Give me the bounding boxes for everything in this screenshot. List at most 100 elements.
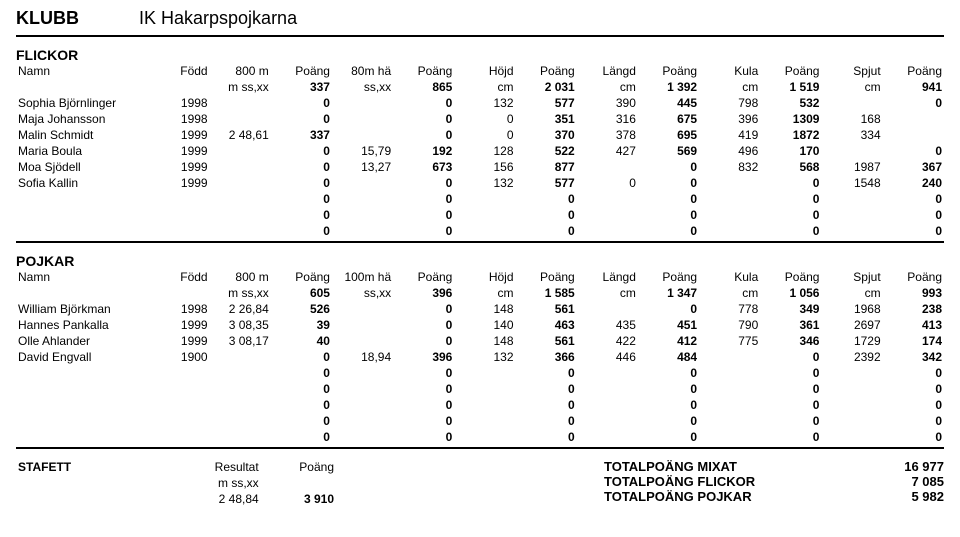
cell: 0 [577, 175, 638, 191]
cell: 0 [393, 95, 454, 111]
cell [577, 301, 638, 317]
cell: 0 [393, 365, 454, 381]
cell: 675 [638, 111, 699, 127]
cell: 0 [271, 111, 332, 127]
cell: 170 [760, 143, 821, 159]
flickor-title: FLICKOR [16, 47, 944, 63]
cell [210, 365, 271, 381]
cell [210, 207, 271, 223]
cell: 342 [883, 349, 944, 365]
cell: 1999 [161, 317, 210, 333]
cell: 0 [760, 381, 821, 397]
pojkar-title: POJKAR [16, 253, 944, 269]
cell: 0 [271, 397, 332, 413]
cell: 775 [699, 333, 760, 349]
cell [210, 159, 271, 175]
cell [161, 397, 210, 413]
cell [332, 175, 393, 191]
col-header: Längd [577, 63, 638, 79]
divider [16, 447, 944, 449]
cell [210, 429, 271, 445]
unit-header: 1 392 [638, 79, 699, 95]
cell: 0 [393, 317, 454, 333]
cell: 577 [516, 95, 577, 111]
cell: 832 [699, 159, 760, 175]
cell [210, 381, 271, 397]
cell: 1999 [161, 333, 210, 349]
cell: 569 [638, 143, 699, 159]
cell [332, 223, 393, 239]
cell [821, 397, 882, 413]
cell: 337 [271, 127, 332, 143]
unit-header [161, 79, 210, 95]
unit-header: 1 519 [760, 79, 821, 95]
cell [883, 111, 944, 127]
cell: 532 [760, 95, 821, 111]
cell: 413 [883, 317, 944, 333]
cell: 0 [393, 191, 454, 207]
cell [454, 397, 515, 413]
col-header: 80m hä [332, 63, 393, 79]
total-mixat-label: TOTALPOÄNG MIXAT [604, 459, 884, 474]
stafett-table: STAFETT Resultat Poäng m ss,xx 2 48,84 3… [16, 459, 336, 507]
table-row: David Engvall1900018,9439613236644648402… [16, 349, 944, 365]
col-header: Namn [16, 269, 161, 285]
stafett-result-label: Resultat [162, 459, 261, 475]
cell: 0 [454, 127, 515, 143]
cell: 0 [271, 175, 332, 191]
cell: 0 [516, 381, 577, 397]
cell: 419 [699, 127, 760, 143]
unit-header [161, 285, 210, 301]
cell [332, 111, 393, 127]
cell: 561 [516, 333, 577, 349]
cell [577, 413, 638, 429]
cell: 40 [271, 333, 332, 349]
cell: 0 [760, 223, 821, 239]
cell [161, 223, 210, 239]
cell: 192 [393, 143, 454, 159]
cell: 390 [577, 95, 638, 111]
cell: 0 [271, 429, 332, 445]
unit-header: 1 056 [760, 285, 821, 301]
total-flickor: 7 085 [884, 474, 944, 489]
table-row: 000000 [16, 381, 944, 397]
col-header: Poäng [271, 269, 332, 285]
stafett-label: STAFETT [16, 459, 162, 475]
cell [577, 207, 638, 223]
table-row: 000000 [16, 365, 944, 381]
cell: 0 [760, 365, 821, 381]
stafett-unit: m ss,xx [162, 475, 261, 491]
cell: 2392 [821, 349, 882, 365]
col-header: Spjut [821, 63, 882, 79]
cell: 0 [271, 413, 332, 429]
cell: 15,79 [332, 143, 393, 159]
divider [16, 241, 944, 243]
cell: 0 [393, 223, 454, 239]
col-header: Poäng [638, 269, 699, 285]
cell: 1999 [161, 175, 210, 191]
cell: 1998 [161, 95, 210, 111]
cell: 361 [760, 317, 821, 333]
cell: 0 [271, 207, 332, 223]
col-header: Poäng [760, 269, 821, 285]
cell: 1998 [161, 301, 210, 317]
cell: 1548 [821, 175, 882, 191]
table-row: Moa Sjödell1999013,276731568770832568198… [16, 159, 944, 175]
cell [161, 413, 210, 429]
cell [16, 381, 161, 397]
cell: 0 [516, 223, 577, 239]
cell [161, 429, 210, 445]
unit-header: 1 347 [638, 285, 699, 301]
cell [332, 365, 393, 381]
cell [16, 397, 161, 413]
unit-header [16, 285, 161, 301]
col-header: Namn [16, 63, 161, 79]
col-header: Kula [699, 63, 760, 79]
cell: 3 08,17 [210, 333, 271, 349]
unit-header: 2 031 [516, 79, 577, 95]
col-header: Poäng [516, 269, 577, 285]
cell [821, 95, 882, 111]
col-header: 100m hä [332, 269, 393, 285]
club-name: IK Hakarpspojkarna [139, 8, 297, 29]
cell: 0 [393, 127, 454, 143]
